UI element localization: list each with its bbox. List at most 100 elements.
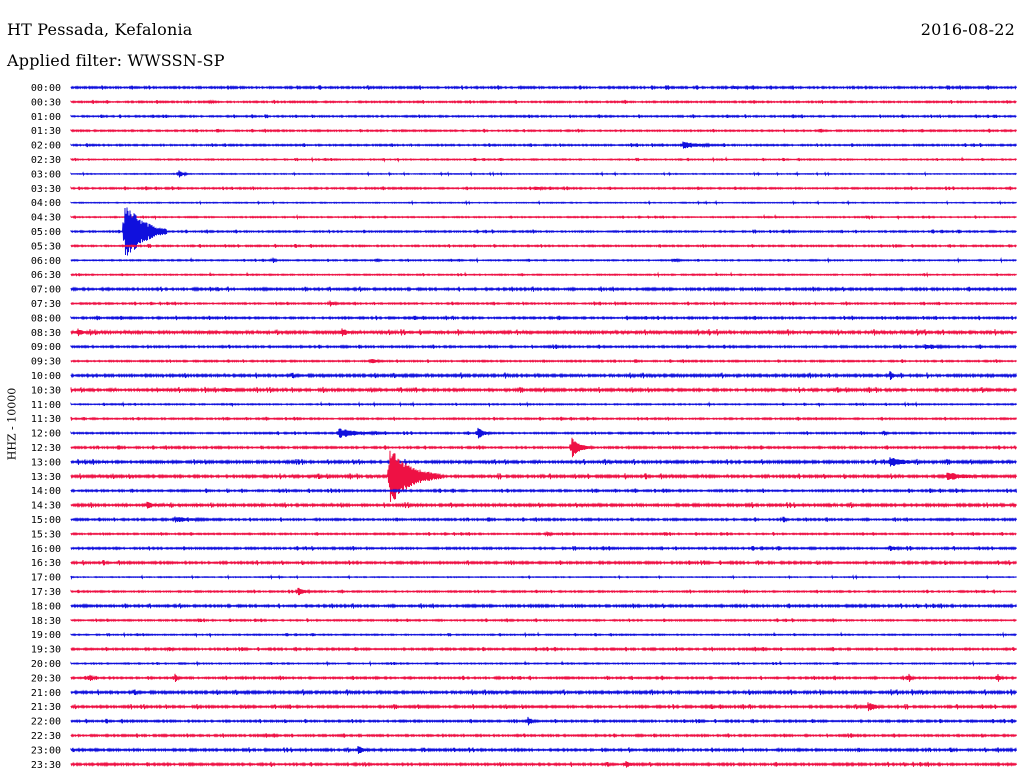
trace-line: [70, 603, 1017, 609]
trace-line: [70, 587, 1017, 596]
time-tick-label: 21:30: [31, 702, 61, 713]
time-tick-label: 22:30: [31, 731, 61, 742]
time-tick-label: 05:30: [31, 241, 61, 252]
time-tick-label: 20:30: [31, 673, 61, 684]
time-tick-label: 04:00: [31, 198, 61, 209]
trace-line: [70, 702, 1017, 712]
time-tick-label: 14:30: [31, 501, 61, 512]
trace-line: [70, 545, 1017, 551]
trace-line: [70, 660, 1017, 667]
trace-line: [70, 760, 1017, 768]
time-tick-label: 02:00: [31, 141, 61, 152]
time-tick-label: 23:30: [31, 760, 61, 771]
time-tick-label: 21:00: [31, 688, 61, 699]
trace-line: [70, 401, 1017, 408]
trace-line: [70, 271, 1017, 278]
time-tick-label: 02:30: [31, 155, 61, 166]
trace-line: [70, 416, 1017, 422]
trace-line: [70, 631, 1017, 638]
trace-line: [70, 531, 1017, 537]
trace-line: [70, 300, 1017, 307]
time-tick-label: 11:30: [31, 414, 61, 425]
trace-line: [70, 516, 1017, 523]
date-label: 2016-08-22: [920, 20, 1015, 39]
trace-line: [70, 574, 1017, 580]
time-tick-label: 13:30: [31, 472, 61, 483]
time-tick-label: 17:30: [31, 587, 61, 598]
trace-line: [70, 185, 1017, 192]
time-tick-label: 11:00: [31, 400, 61, 411]
filter-label: Applied filter: WWSSN-SP: [7, 51, 225, 70]
time-tick-label: 19:00: [31, 630, 61, 641]
time-tick-label: 06:00: [31, 256, 61, 267]
trace-line: [70, 243, 1017, 249]
trace-line: [70, 156, 1017, 163]
trace-line: [70, 450, 1017, 502]
trace-line: [70, 689, 1017, 696]
time-tick-label: 03:30: [31, 184, 61, 195]
trace-line: [70, 427, 1017, 439]
time-tick-label: 12:30: [31, 443, 61, 454]
trace-line: [70, 732, 1017, 739]
trace-line: [70, 745, 1017, 754]
trace-line: [70, 170, 1017, 178]
trace-line: [70, 286, 1017, 292]
time-tick-label: 07:00: [31, 285, 61, 296]
trace-line: [70, 673, 1017, 683]
trace-line: [70, 99, 1017, 105]
time-tick-label: 10:00: [31, 371, 61, 382]
time-tick-label: 09:30: [31, 357, 61, 368]
time-tick-label: 08:30: [31, 328, 61, 339]
time-tick-label: 17:00: [31, 573, 61, 584]
station-title: HT Pessada, Kefalonia: [7, 20, 193, 39]
trace-line: [70, 646, 1017, 653]
trace-line: [70, 199, 1017, 206]
time-tick-label: 18:30: [31, 616, 61, 627]
trace-line: [70, 617, 1017, 623]
time-tick-label: 14:00: [31, 486, 61, 497]
trace-line: [70, 257, 1017, 264]
trace-line: [70, 386, 1017, 393]
trace-line: [70, 114, 1017, 119]
trace-line: [70, 343, 1017, 350]
time-tick-label: 20:00: [31, 659, 61, 670]
time-tick-label: 13:00: [31, 457, 61, 468]
trace-line: [70, 315, 1017, 321]
time-tick-label: 01:30: [31, 126, 61, 137]
time-tick-label: 03:00: [31, 169, 61, 180]
trace-line: [70, 128, 1017, 133]
trace-line: [70, 457, 1017, 467]
time-tick-label: 16:00: [31, 544, 61, 555]
trace-line: [70, 488, 1017, 494]
time-tick-label: 01:00: [31, 112, 61, 123]
time-tick-label: 10:30: [31, 385, 61, 396]
trace-line: [70, 328, 1017, 337]
trace-line: [70, 559, 1017, 566]
time-tick-label: 06:30: [31, 270, 61, 281]
time-tick-label: 23:00: [31, 745, 61, 756]
trace-line: [70, 84, 1017, 91]
time-tick-label: 16:30: [31, 558, 61, 569]
trace-line: [70, 358, 1017, 364]
time-tick-label: 15:00: [31, 515, 61, 526]
trace-line: [70, 370, 1017, 381]
time-tick-label: 00:30: [31, 97, 61, 108]
time-tick-label: 08:00: [31, 313, 61, 324]
time-tick-label: 00:00: [31, 83, 61, 94]
trace-line: [70, 716, 1017, 726]
trace-line: [70, 437, 1017, 458]
time-tick-label: 07:30: [31, 299, 61, 310]
time-tick-label: 04:30: [31, 213, 61, 224]
trace-line: [70, 141, 1017, 149]
time-tick-label: 12:00: [31, 429, 61, 440]
trace-line: [70, 501, 1017, 509]
time-tick-label: 22:00: [31, 717, 61, 728]
trace-line: [70, 207, 1017, 256]
trace-line: [70, 213, 1017, 221]
time-tick-label: 19:30: [31, 645, 61, 656]
time-tick-label: 15:30: [31, 529, 61, 540]
time-tick-label: 05:00: [31, 227, 61, 238]
time-tick-label: 18:00: [31, 601, 61, 612]
time-tick-label: 09:00: [31, 342, 61, 353]
